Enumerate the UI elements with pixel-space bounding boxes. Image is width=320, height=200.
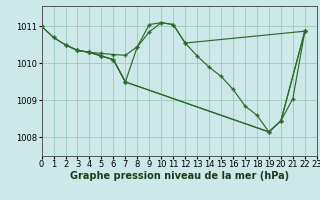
X-axis label: Graphe pression niveau de la mer (hPa): Graphe pression niveau de la mer (hPa): [70, 171, 289, 181]
